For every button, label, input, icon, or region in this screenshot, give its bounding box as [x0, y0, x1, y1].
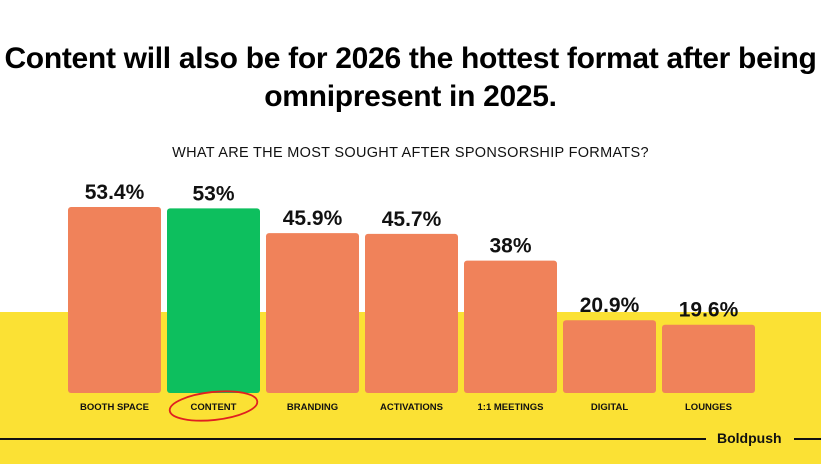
category-label: 1:1 MEETINGS [478, 402, 544, 413]
chart-title: Content will also be for 2026 the hottes… [4, 42, 817, 113]
bar-1-1-meetings [464, 260, 557, 393]
highlight-circle [168, 390, 259, 422]
chart-subtitle: WHAT ARE THE MOST SOUGHT AFTER SPONSORSH… [172, 145, 649, 161]
value-label: 53.4% [85, 181, 145, 204]
footer-divider [0, 438, 706, 440]
category-label: BOOTH SPACE [80, 402, 149, 413]
value-label: 20.9% [580, 294, 640, 317]
value-label: 45.9% [283, 207, 343, 230]
value-label: 38% [489, 235, 531, 258]
bar-content [167, 208, 260, 393]
bar-booth-space [68, 207, 161, 393]
brand-logo: Boldpush [717, 430, 782, 446]
category-label: ACTIVATIONS [380, 402, 443, 413]
bar-branding [266, 233, 359, 393]
category-label: CONTENT [191, 402, 237, 413]
category-label: DIGITAL [591, 402, 628, 413]
bar-lounges [662, 324, 755, 393]
value-label: 53% [192, 182, 234, 205]
bar-activations [365, 233, 458, 393]
value-label: 45.7% [382, 208, 442, 231]
category-label: BRANDING [287, 402, 338, 413]
bar-digital [563, 320, 656, 393]
footer-divider-right [794, 438, 821, 440]
value-label: 19.6% [679, 299, 739, 322]
category-label: LOUNGES [685, 402, 732, 413]
